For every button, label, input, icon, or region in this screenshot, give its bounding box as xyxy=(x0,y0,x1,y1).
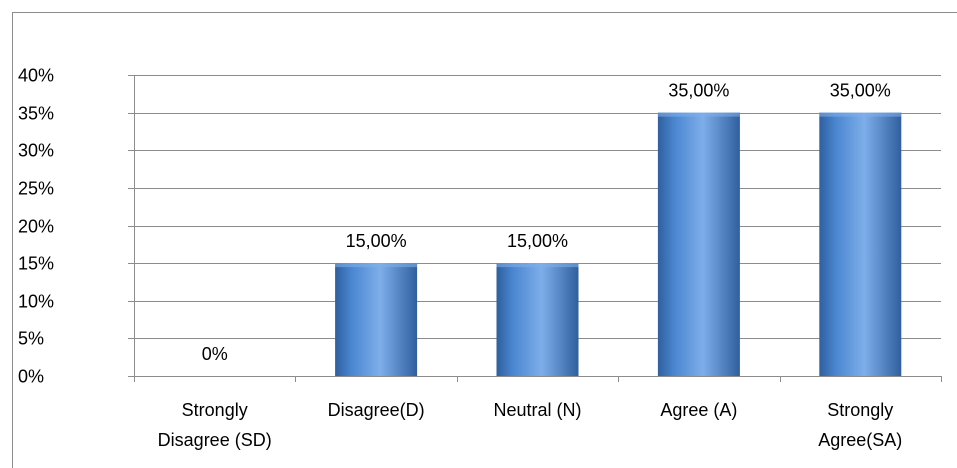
x-tick-label: Neutral (N) xyxy=(493,400,581,420)
y-tick-label: 15% xyxy=(18,254,54,274)
bar xyxy=(657,112,740,376)
bar xyxy=(819,112,902,376)
data-label: 15,00% xyxy=(346,231,407,251)
y-tick-label: 5% xyxy=(18,329,44,349)
bar-bevel xyxy=(335,263,418,268)
y-tick-label: 40% xyxy=(18,66,54,86)
bar-bevel xyxy=(496,263,579,268)
data-label: 35,00% xyxy=(668,81,729,101)
y-tick-label: 35% xyxy=(18,104,54,124)
bars xyxy=(335,112,902,376)
chart-border xyxy=(12,12,957,468)
data-label: 35,00% xyxy=(830,81,891,101)
bar xyxy=(496,263,579,376)
data-label: 0% xyxy=(202,344,228,364)
bar-bevel xyxy=(657,112,740,117)
x-tick-label: Agree(SA) xyxy=(818,430,902,450)
y-tick-labels: 0% 5% 10% 15% 20% 25% 30% 35% 40% xyxy=(18,66,54,387)
bar-bevel xyxy=(819,112,902,117)
axes xyxy=(128,75,942,382)
x-tick-label: Disagree (SD) xyxy=(158,430,272,450)
x-tick-label: Strongly xyxy=(827,400,893,420)
x-tick-label: Disagree(D) xyxy=(328,400,425,420)
x-tick-labels: Strongly Disagree (SD) Disagree(D) Neutral … xyxy=(158,400,903,450)
data-label: 15,00% xyxy=(507,231,568,251)
data-labels: 0% 15,00% 15,00% 35,00% 35,00% xyxy=(202,81,891,364)
y-tick-label: 20% xyxy=(18,217,54,237)
bar xyxy=(335,263,418,376)
y-tick-label: 30% xyxy=(18,141,54,161)
y-tick-label: 25% xyxy=(18,179,54,199)
y-tick-label: 0% xyxy=(18,367,44,387)
x-tick-label: Agree (A) xyxy=(660,400,737,420)
y-tick-label: 10% xyxy=(18,292,54,312)
x-tick-label: Strongly xyxy=(182,400,248,420)
